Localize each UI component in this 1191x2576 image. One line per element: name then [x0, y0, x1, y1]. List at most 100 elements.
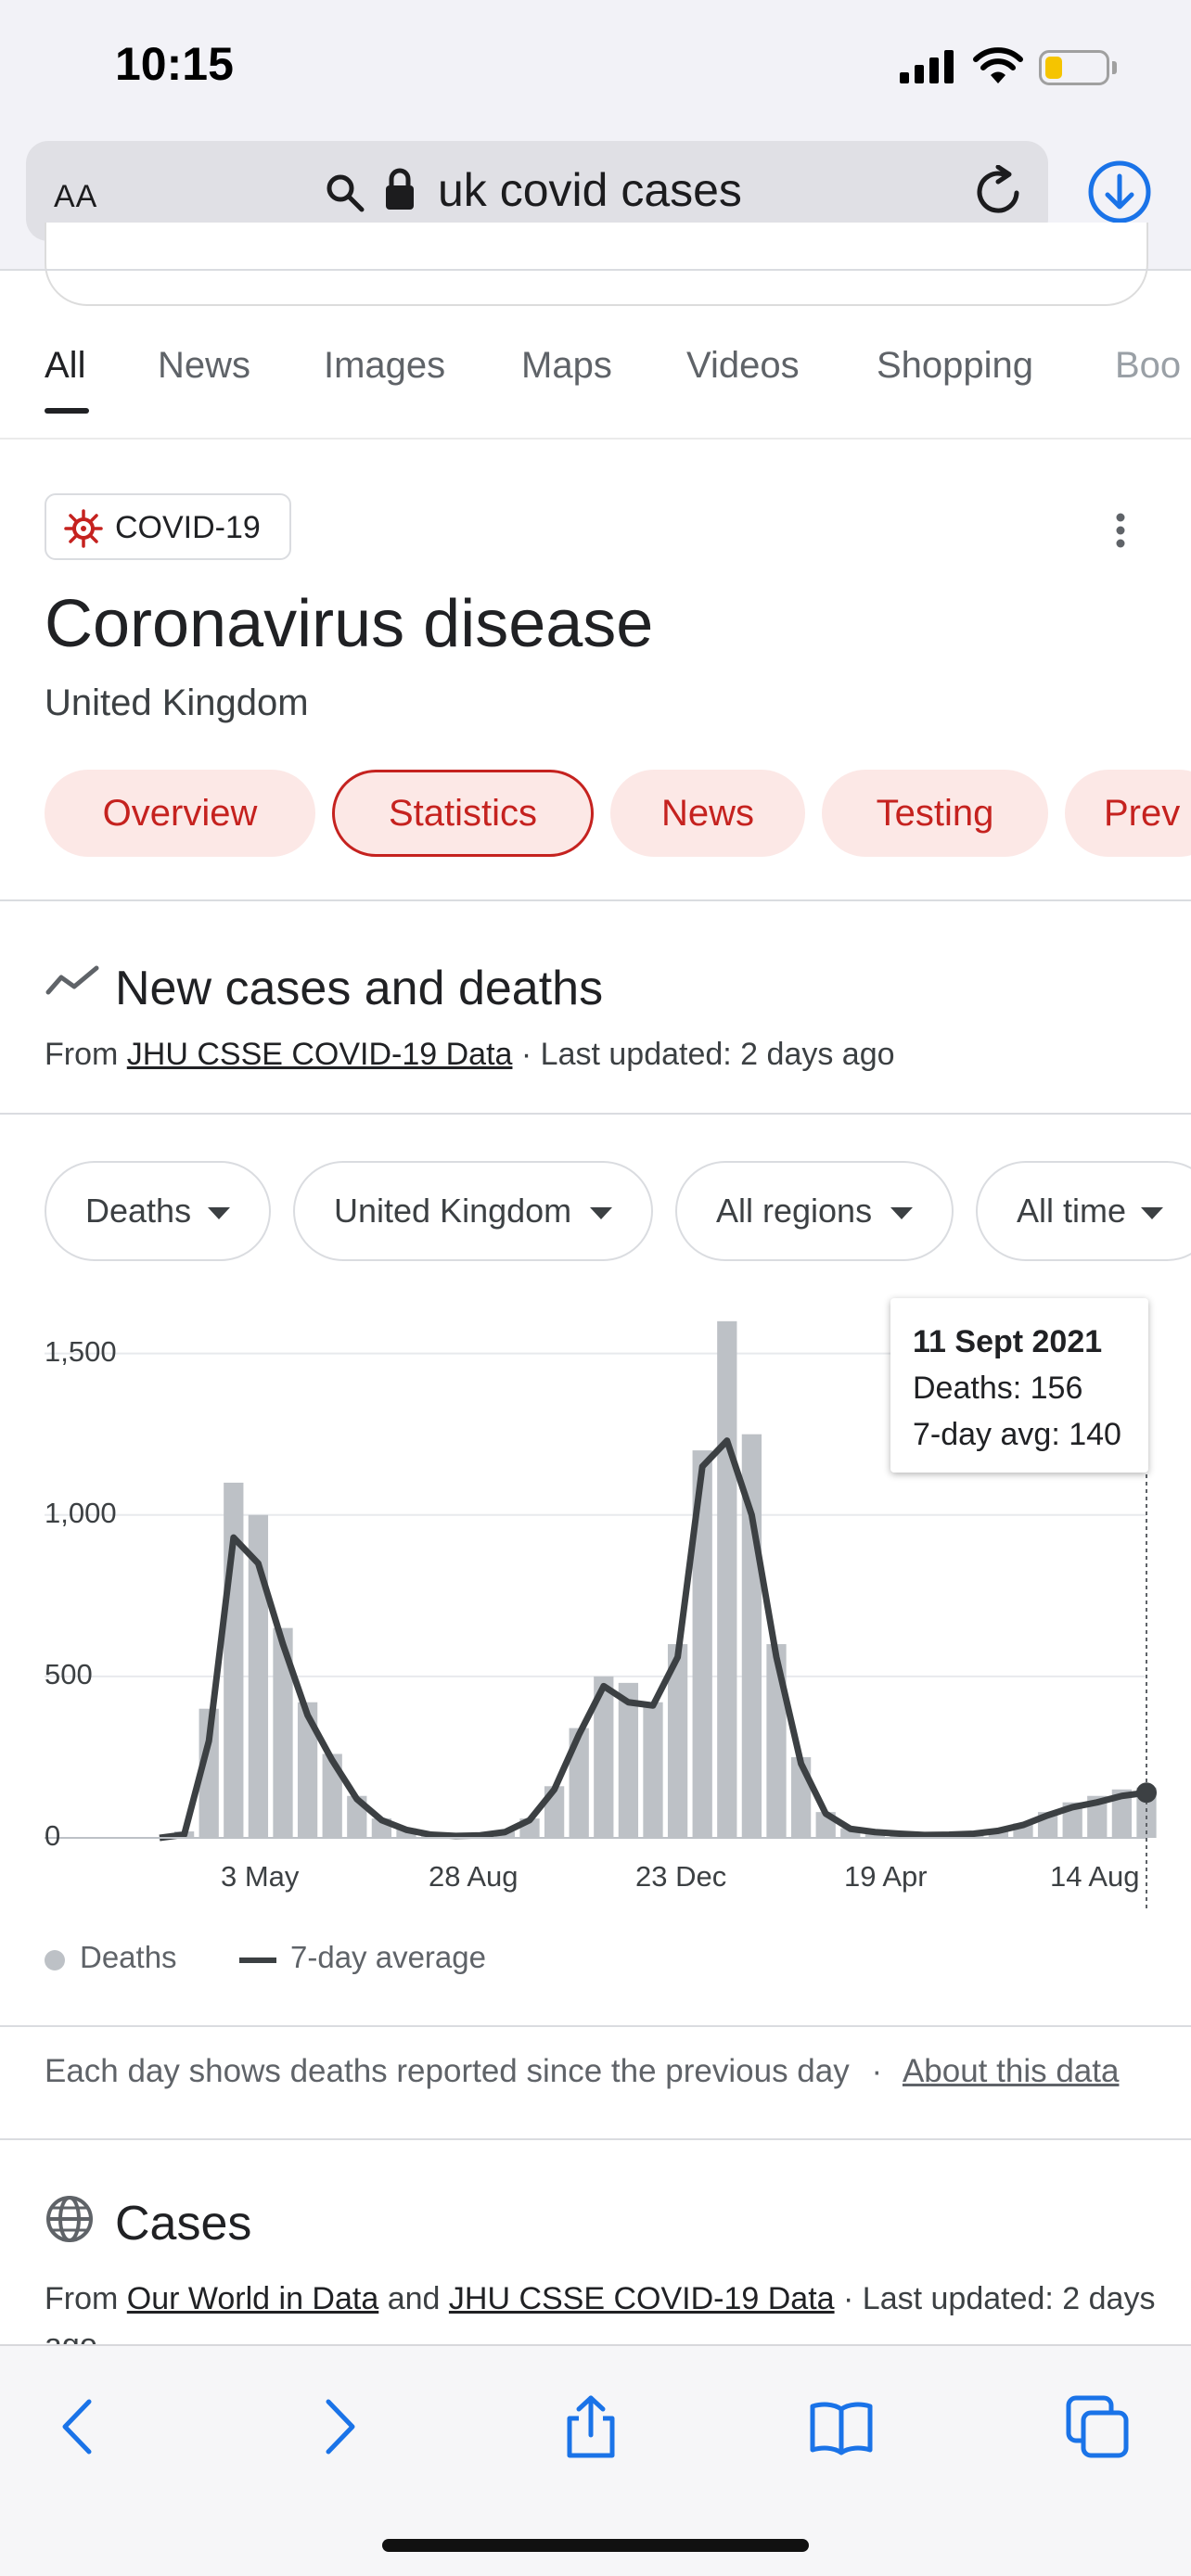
pill-statistics[interactable]: Statistics: [332, 770, 594, 857]
text-size-button[interactable]: AA: [54, 167, 97, 218]
share-icon[interactable]: [558, 2394, 623, 2459]
deaths-bar[interactable]: [692, 1450, 712, 1838]
tooltip-deaths: Deaths: 156: [913, 1371, 1083, 1406]
back-icon[interactable]: [46, 2394, 111, 2459]
globe-icon: [46, 2196, 93, 2242]
pill-prevention[interactable]: Prev: [1065, 770, 1191, 857]
last-updated: · Last updated: 2 days ago: [520, 1037, 895, 1072]
tab-news[interactable]: News: [158, 345, 251, 386]
tooltip-average: 7-day avg: 140: [913, 1417, 1121, 1452]
deaths-bar[interactable]: [667, 1644, 688, 1838]
tab-maps[interactable]: Maps: [521, 345, 612, 386]
dropdown-value: Deaths: [85, 1192, 192, 1230]
legend-line-label: 7-day average: [290, 1940, 486, 1974]
x-tick-label: 23 Dec: [635, 1860, 727, 1893]
owid-link[interactable]: Our World in Data: [126, 2281, 379, 2316]
caret-down-icon: [1141, 1207, 1163, 1219]
y-tick-label: 0: [45, 1819, 61, 1852]
search-box-edge: [45, 223, 1148, 306]
region-dropdown[interactable]: All regions: [675, 1161, 954, 1261]
cellular-signal-icon: [900, 50, 954, 83]
time-range-dropdown[interactable]: All time: [976, 1161, 1191, 1261]
metric-dropdown[interactable]: Deaths: [45, 1161, 271, 1261]
deaths-bar[interactable]: [248, 1514, 269, 1838]
bookmarks-icon[interactable]: [809, 2394, 874, 2459]
chip-label: COVID-19: [115, 510, 261, 545]
chart-tooltip: 11 Sept 2021 Deaths: 156 7-day avg: 140: [890, 1298, 1148, 1473]
x-tick-label: 3 May: [221, 1860, 300, 1893]
tab-all[interactable]: All: [45, 345, 86, 386]
address-text[interactable]: uk covid cases: [438, 164, 742, 216]
deaths-bar[interactable]: [643, 1702, 663, 1838]
search-tabs: All News Images Maps Videos Shopping Boo: [0, 345, 1191, 440]
average-line: [159, 1437, 1147, 1842]
battery-icon: [1039, 50, 1109, 85]
covid-chip[interactable]: COVID-19: [45, 493, 291, 560]
note-text: Each day shows deaths reported since the…: [45, 2053, 850, 2089]
tab-images[interactable]: Images: [324, 345, 446, 386]
panel-subtitle: United Kingdom: [45, 682, 309, 723]
pill-news[interactable]: News: [610, 770, 805, 857]
deaths-bar[interactable]: [840, 1828, 861, 1838]
cases-title: Cases: [115, 2197, 252, 2251]
source-link[interactable]: JHU CSSE COVID-19 Data: [126, 1037, 513, 1072]
deaths-chart[interactable]: [0, 1280, 1191, 1929]
tabs-icon[interactable]: [1065, 2394, 1130, 2459]
browser-toolbar: [0, 2344, 1191, 2576]
search-icon: [327, 174, 365, 212]
y-tick-label: 1,000: [45, 1496, 117, 1529]
battery-tip: [1112, 61, 1117, 74]
dropdown-value: All regions: [716, 1192, 873, 1230]
caret-down-icon: [590, 1207, 612, 1219]
hover-point: [1136, 1782, 1157, 1804]
status-time: 10:15: [115, 38, 234, 90]
more-options-icon[interactable]: [1109, 512, 1132, 549]
tab-books[interactable]: Boo: [1115, 345, 1182, 386]
reload-icon[interactable]: [974, 165, 1024, 217]
lock-icon: [386, 168, 414, 210]
deaths-bar[interactable]: [273, 1627, 293, 1838]
tooltip-date: 11 Sept 2021: [913, 1324, 1103, 1359]
data-note: Each day shows deaths reported since the…: [45, 2053, 1119, 2090]
deaths-bar[interactable]: [1111, 1789, 1133, 1838]
wifi-icon: [973, 47, 1023, 83]
cases-source-prefix: From: [45, 2281, 119, 2316]
legend-line-swatch: [239, 1958, 276, 1963]
panel-title: Coronavirus disease: [45, 587, 654, 661]
battery-level: [1045, 57, 1062, 79]
x-tick-label: 28 Aug: [429, 1860, 519, 1893]
pill-testing[interactable]: Testing: [822, 770, 1048, 857]
forward-icon[interactable]: [306, 2394, 371, 2459]
x-tick-label: 19 Apr: [844, 1860, 928, 1893]
legend-bars-swatch: [45, 1950, 65, 1970]
active-tab-indicator: [45, 408, 89, 414]
deaths-bar[interactable]: [618, 1682, 639, 1838]
country-dropdown[interactable]: United Kingdom: [293, 1161, 653, 1261]
deaths-bar[interactable]: [198, 1708, 219, 1838]
trend-chart-icon: [45, 965, 99, 995]
jhu-link[interactable]: JHU CSSE COVID-19 Data: [448, 2281, 835, 2316]
deaths-bar[interactable]: [322, 1753, 342, 1838]
about-data-link[interactable]: About this data: [902, 2053, 1120, 2089]
x-tick-label: 14 Aug: [1050, 1860, 1140, 1893]
deaths-bar[interactable]: [717, 1320, 737, 1838]
home-indicator: [382, 2539, 809, 2552]
section-title: New cases and deaths: [115, 962, 604, 1015]
downloads-icon[interactable]: [1087, 159, 1152, 224]
divider: [0, 438, 1191, 440]
pill-overview[interactable]: Overview: [45, 770, 315, 857]
y-tick-label: 500: [45, 1657, 93, 1690]
tab-shopping[interactable]: Shopping: [877, 345, 1034, 386]
virus-icon: [64, 509, 103, 548]
deaths-bar[interactable]: [569, 1728, 589, 1838]
y-tick-label: 1,500: [45, 1334, 117, 1368]
note-separator: ·: [871, 2053, 883, 2089]
legend-bars-label: Deaths: [80, 1940, 177, 1974]
source-prefix: From: [45, 1037, 119, 1072]
tab-videos[interactable]: Videos: [686, 345, 800, 386]
dropdown-value: All time: [1017, 1192, 1127, 1230]
dropdown-value: United Kingdom: [334, 1192, 572, 1230]
divider: [0, 899, 1191, 901]
deaths-bar[interactable]: [297, 1702, 318, 1838]
deaths-bar[interactable]: [594, 1676, 614, 1838]
